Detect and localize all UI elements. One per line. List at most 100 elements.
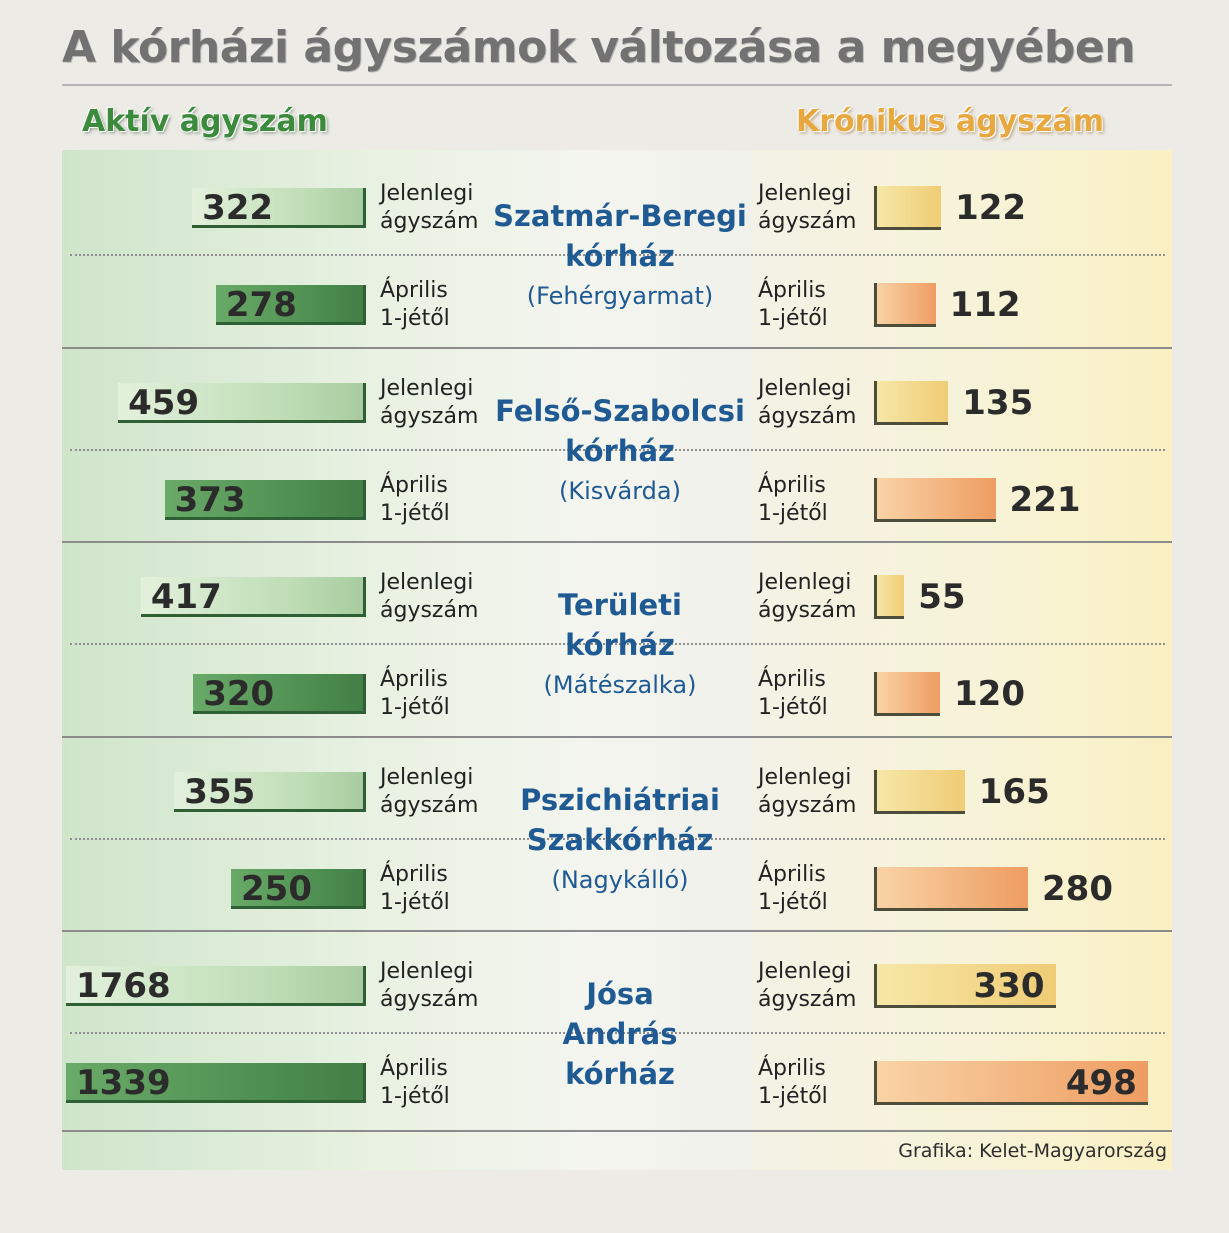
active-apr-bar: [193, 674, 366, 714]
label-line: ágyszám: [758, 209, 857, 234]
label-line: 1-jétől: [380, 889, 450, 915]
label-line: Jelenlegi: [758, 375, 852, 401]
chronic-cur-value: 135: [962, 382, 1034, 423]
hospital-city: (Mátészalka): [543, 671, 697, 699]
label-line: Április: [758, 472, 826, 498]
block-separator: [62, 735, 1172, 738]
label-line: ágyszám: [380, 598, 479, 623]
label-line: 1-jétől: [758, 306, 828, 331]
chronic-apr-value: 112: [949, 285, 1021, 325]
active-april-label: Április 1-jétől: [380, 666, 450, 722]
hospital-name-line: Pszichiátriai: [520, 782, 720, 817]
label-line: 1-jétől: [758, 695, 828, 720]
hospital-name-line: kórház: [565, 239, 675, 273]
active-current-label: Jelenlegi ágyszám: [380, 764, 478, 820]
block-separator: [62, 930, 1172, 932]
hospital-name: Pszichiátriai Szakkórház (Nagykálló): [490, 780, 750, 900]
active-cur-bar: [140, 577, 366, 617]
active-april-label: Április 1-jétől: [380, 1055, 450, 1111]
hospital-name: Szatmár-Beregi kórház (Fehérgyarmat): [490, 196, 750, 316]
chronic-cur-bar: [874, 575, 905, 619]
label-line: Április: [758, 1056, 826, 1081]
label-line: ágyszám: [380, 987, 479, 1012]
chronic-cur-value: 165: [978, 771, 1050, 812]
label-line: Jelenlegi: [758, 181, 852, 206]
label-line: Jelenlegi: [758, 959, 852, 984]
active-april-label: Április 1-jétől: [380, 277, 450, 333]
row-separator: [70, 448, 1165, 451]
label-line: 1-jétől: [380, 500, 450, 526]
chronic-cur-value: 122: [955, 188, 1027, 228]
active-april-label: Április 1-jétől: [380, 472, 450, 528]
row-separator: [70, 643, 1165, 645]
chronic-apr-bar: [874, 283, 936, 327]
block-separator: [62, 346, 1172, 349]
chronic-apr-value: 280: [1042, 868, 1113, 909]
hospital-city: (Kisvárda): [559, 476, 681, 505]
label-line: 1-jétől: [758, 1084, 828, 1109]
chronic-current-label: Jelenlegi ágyszám: [758, 764, 856, 820]
label-line: 1-jétől: [758, 500, 828, 526]
active-apr-value: 1339: [76, 1063, 171, 1103]
chronic-current-label: Jelenlegi ágyszám: [758, 569, 856, 625]
label-line: ágyszám: [758, 598, 857, 623]
active-cur-bar: [192, 188, 366, 228]
hospital-name: Jósa András kórház: [490, 974, 750, 1094]
active-cur-value: 1768: [76, 966, 171, 1006]
hospital-name-line: kórház: [565, 628, 675, 662]
hospital-name: Területi kórház (Mátészalka): [490, 585, 750, 705]
active-current-label: Jelenlegi ágyszám: [380, 180, 478, 236]
active-cur-bar: [118, 382, 366, 423]
chronic-cur-bar: [874, 186, 942, 230]
label-line: Április: [380, 667, 448, 692]
label-line: ágyszám: [758, 792, 857, 818]
chart-bottom-rule: [62, 1130, 1172, 1132]
label-line: Jelenlegi: [380, 375, 474, 401]
chronic-apr-bar: [874, 672, 940, 716]
active-apr-bar: [231, 868, 366, 909]
hospital-name-line: kórház: [565, 433, 675, 468]
chronic-current-label: Jelenlegi ágyszám: [758, 958, 856, 1014]
active-apr-bar: [66, 1063, 366, 1103]
label-line: Jelenlegi: [380, 181, 474, 206]
label-line: ágyszám: [380, 792, 479, 818]
hospital-name-line: Szakkórház: [526, 822, 714, 857]
hospital-name: Felső-Szabolcsi kórház (Kisvárda): [490, 391, 750, 511]
active-apr-value: 373: [174, 479, 246, 520]
chronic-cur-bar: [874, 380, 949, 425]
graphic-credit: Grafika: Kelet-Magyarország: [898, 1140, 1167, 1162]
chronic-april-label: Április 1-jétől: [758, 472, 828, 528]
label-line: Április: [380, 472, 448, 498]
chronic-april-label: Április 1-jétől: [758, 277, 828, 333]
active-current-label: Jelenlegi ágyszám: [380, 569, 478, 625]
label-line: Április: [380, 861, 448, 887]
label-line: 1-jétől: [380, 695, 450, 720]
row-separator: [70, 837, 1165, 840]
label-line: ágyszám: [758, 987, 857, 1012]
label-line: Jelenlegi: [758, 764, 852, 790]
chronic-cur-bar: [874, 769, 965, 814]
active-current-label: Jelenlegi ágyszám: [380, 375, 478, 431]
hospital-name-line: András: [562, 1017, 678, 1051]
chronic-april-label: Április 1-jétől: [758, 666, 828, 722]
label-line: Jelenlegi: [380, 764, 474, 790]
label-line: Április: [380, 278, 448, 303]
label-line: Jelenlegi: [758, 570, 852, 595]
active-cur-value: 459: [128, 382, 200, 423]
hospital-name-line: Területi: [558, 588, 682, 622]
active-april-label: Április 1-jétől: [380, 861, 450, 917]
active-apr-value: 278: [225, 285, 297, 325]
label-line: 1-jétől: [380, 1084, 450, 1109]
active-apr-value: 250: [241, 868, 312, 909]
label-line: ágyszám: [380, 209, 479, 234]
label-line: 1-jétől: [758, 889, 828, 915]
hospital-name-line: Szatmár-Beregi: [493, 199, 747, 233]
hospital-name-line: Jósa: [586, 977, 654, 1011]
label-line: Jelenlegi: [380, 959, 474, 984]
chronic-current-label: Jelenlegi ágyszám: [758, 180, 856, 236]
chronic-april-label: Április 1-jétől: [758, 861, 828, 917]
hospital-city: (Nagykálló): [551, 865, 689, 894]
label-line: ágyszám: [758, 403, 857, 429]
label-line: Április: [758, 861, 826, 887]
chart-title: A kórházi ágyszámok változása a megyében: [62, 22, 1136, 73]
